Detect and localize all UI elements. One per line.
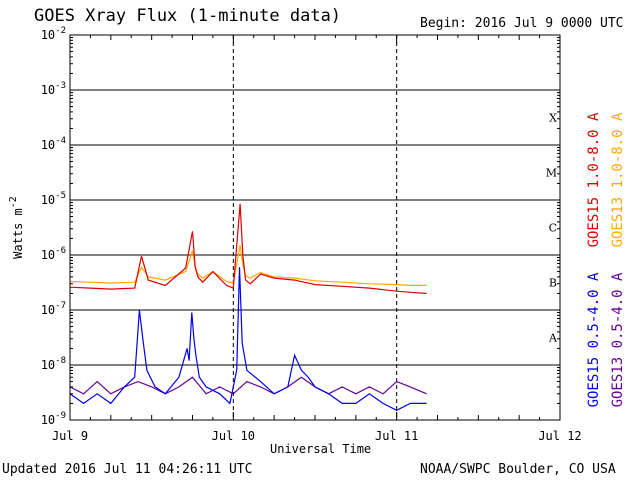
- credit-label: NOAA/SWPC Boulder, CO USA: [420, 462, 616, 477]
- flare-class-label: C: [549, 222, 557, 235]
- series-line-3: [69, 376, 427, 395]
- begin-time-label: Begin: 2016 Jul 9 0000 UTC: [420, 16, 624, 31]
- y-tick-label: 10-8: [41, 356, 66, 372]
- y-tick-label: 10-5: [41, 191, 66, 207]
- plot-frame: [69, 34, 561, 421]
- series-line-1: [69, 245, 427, 286]
- y-tick-label: 10-4: [41, 136, 66, 152]
- legend-entry: GOES13 0.5-4.0 A: [610, 272, 626, 407]
- y-tick-label: 10-7: [41, 301, 66, 317]
- chart-title: GOES Xray Flux (1-minute data): [34, 6, 342, 26]
- flare-class-label: A: [548, 332, 558, 345]
- updated-timestamp: Updated 2016 Jul 11 04:26:11 UTC: [2, 462, 253, 477]
- flare-class-label: B: [549, 277, 557, 290]
- x-tick-label: Jul 9: [52, 429, 88, 443]
- flare-class-label: M: [546, 167, 557, 180]
- y-tick-label: 10-3: [41, 81, 66, 97]
- x-tick-label: Jul 10: [212, 429, 255, 443]
- y-axis-label: Watts m-2: [8, 196, 25, 259]
- legend-entry: GOES15 0.5-4.0 A: [586, 272, 602, 407]
- y-tick-label: 10-6: [41, 246, 66, 262]
- x-axis-label: Universal Time: [270, 442, 372, 456]
- x-tick-label: Jul 12: [538, 429, 581, 443]
- flare-class-label: X: [549, 112, 557, 125]
- series-line-2: [69, 267, 427, 411]
- y-tick-label: 10-2: [41, 26, 66, 42]
- legend-layer: GOES15 1.0-8.0 A GOES13 1.0-8.0 A GOES15 0…: [586, 112, 626, 407]
- axis-layer: 10-9 10-8 10-7 10-6 10-5 10-4 10-3 10-2 Jul 9 Jul…: [8, 26, 582, 443]
- y-tick-label: 10-9: [41, 411, 66, 427]
- legend-entry: GOES13 1.0-8.0 A: [610, 112, 626, 247]
- grid-layer: [70, 35, 560, 420]
- legend-entry: GOES15 1.0-8.0 A: [586, 112, 602, 247]
- series-line-0: [69, 203, 427, 294]
- series-layer: [69, 203, 427, 411]
- x-tick-label: Jul 11: [375, 429, 418, 443]
